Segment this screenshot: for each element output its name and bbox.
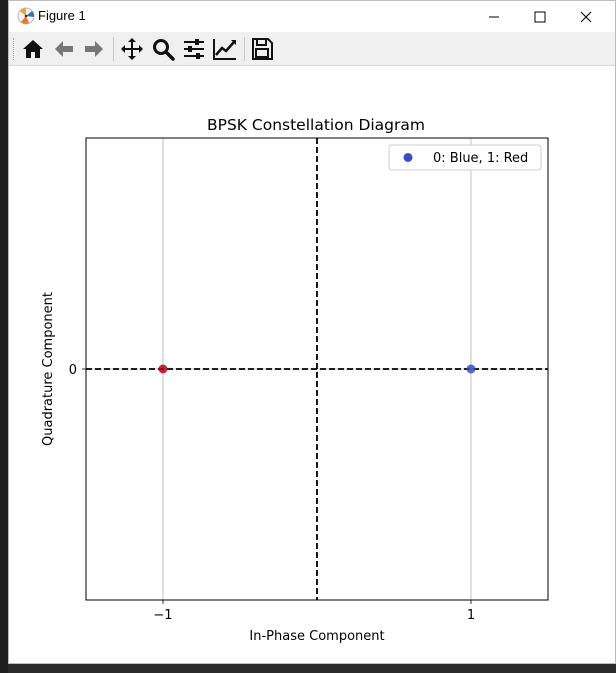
- background-editor-strip: [0, 0, 8, 673]
- minimize-icon: [489, 16, 499, 17]
- x-tick-label: 1: [467, 608, 475, 623]
- forward-icon: [85, 41, 103, 57]
- zoom-icon: [153, 39, 175, 61]
- zoom-button[interactable]: [149, 35, 177, 63]
- home-button[interactable]: [19, 35, 47, 63]
- legend-box: [388, 144, 542, 171]
- axis-ticks: −1 1 0: [69, 363, 475, 623]
- pan-icon: [121, 38, 143, 60]
- title-bar[interactable]: Figure 1: [9, 1, 615, 32]
- forward-button[interactable]: [80, 35, 108, 63]
- legend-label: 0: Blue, 1: Red: [433, 151, 528, 166]
- x-tick-label: −1: [153, 608, 172, 623]
- back-button[interactable]: [50, 35, 78, 63]
- figure-canvas[interactable]: BPSK Constellation Diagram −1 1 0 In-Phase…: [9, 66, 615, 663]
- edit-axis-icon: [213, 39, 236, 60]
- y-tick-label: 0: [69, 363, 77, 378]
- home-icon: [23, 40, 43, 58]
- save-icon: [252, 38, 273, 60]
- legend-marker: [403, 153, 413, 162]
- toolbar-grip[interactable]: [13, 38, 16, 60]
- edit-axis-button[interactable]: [211, 35, 239, 63]
- toolbar-separator: [113, 37, 114, 61]
- toolbar-separator: [244, 37, 245, 61]
- chart-title: BPSK Constellation Diagram: [207, 116, 425, 134]
- close-button[interactable]: [563, 1, 609, 32]
- constellation-point: [466, 364, 476, 374]
- constellation-point: [158, 364, 168, 374]
- pan-button[interactable]: [118, 35, 146, 63]
- constellation-chart[interactable]: BPSK Constellation Diagram −1 1 0 In-Phase…: [9, 66, 615, 663]
- maximize-button[interactable]: [517, 1, 563, 32]
- matplotlib-logo-icon: [17, 7, 35, 25]
- y-axis-label: Quadrature Component: [41, 292, 56, 446]
- window-title: Figure 1: [38, 8, 86, 23]
- save-button[interactable]: [248, 35, 276, 63]
- subplots-button[interactable]: [180, 35, 208, 63]
- minimize-button[interactable]: [471, 1, 517, 32]
- subplots-icon: [184, 39, 204, 59]
- maximize-icon: [534, 11, 546, 22]
- navigation-toolbar: [9, 32, 615, 66]
- back-icon: [55, 41, 73, 57]
- legend: 0: Blue, 1: Red: [388, 144, 542, 171]
- close-icon: [580, 11, 592, 22]
- figure-window: Figure 1: [8, 0, 616, 664]
- data-points: [158, 364, 476, 374]
- x-axis-label: In-Phase Component: [249, 629, 384, 644]
